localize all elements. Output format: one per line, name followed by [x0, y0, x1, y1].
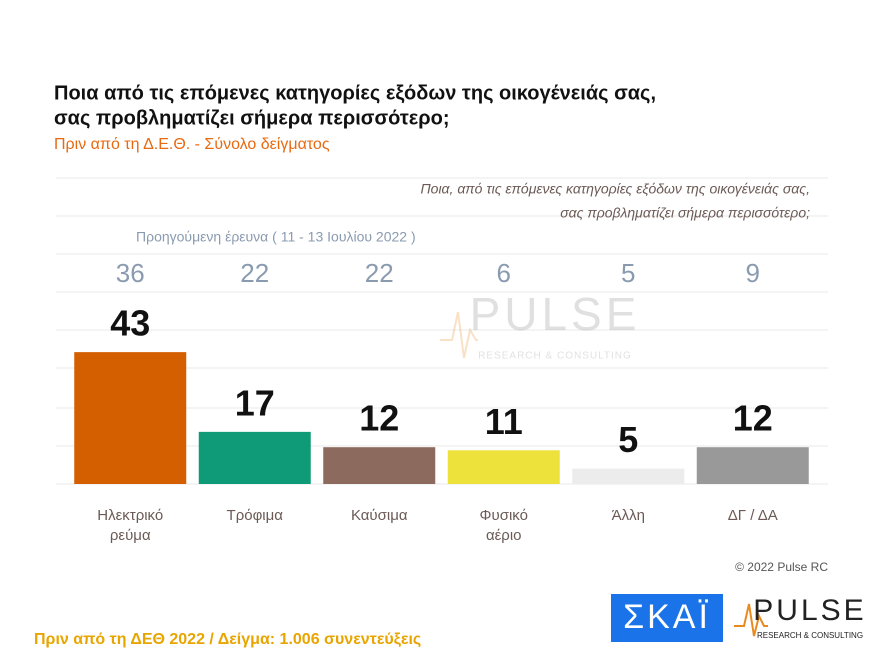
- pulse-logo: PULSE: [753, 594, 866, 627]
- value-label: 12: [359, 398, 399, 439]
- previous-value: 22: [240, 258, 269, 288]
- bar: [696, 447, 809, 484]
- previous-value: 5: [621, 258, 635, 288]
- x-tick-label: αέριο: [486, 527, 522, 544]
- bar: [74, 352, 187, 484]
- value-label: 11: [485, 401, 523, 442]
- value-label: 12: [733, 398, 773, 439]
- x-tick-label: Τρόφιμα: [227, 507, 284, 524]
- subtitle: Πριν από τη Δ.Ε.Θ. - Σύνολο δείγματος: [54, 136, 330, 153]
- watermark-tagline: RESEARCH & CONSULTING: [478, 351, 632, 362]
- value-label: 5: [618, 419, 638, 460]
- title-line: σας προβληματίζει σήμερα περισσότερο;: [54, 107, 450, 129]
- footnote: Πριν από τη ΔΕΘ 2022 / Δείγμα: 1.006 συν…: [34, 631, 421, 648]
- previous-value: 9: [746, 258, 760, 288]
- x-tick-label: Άλλη: [612, 507, 645, 524]
- x-tick-label: Φυσικό: [480, 507, 528, 524]
- title-line: Ποια από τις επόμενες κατηγορίες εξόδων …: [54, 82, 656, 104]
- x-tick-label: Ηλεκτρικό: [97, 507, 163, 524]
- watermark-text: PULSE: [470, 288, 641, 340]
- x-tick-label: ρεύμα: [110, 527, 151, 544]
- bar: [198, 431, 311, 484]
- x-tick-label: Καύσιμα: [351, 507, 408, 524]
- previous-label: Προηγούμενη έρευνα ( 11 - 13 Ιουλίου 202…: [136, 229, 416, 245]
- skai-logo-bg: [611, 594, 723, 642]
- value-label: 17: [235, 382, 275, 423]
- bar: [323, 447, 436, 484]
- copyright: © 2022 Pulse RC: [735, 560, 828, 574]
- watermark: PULSE RESEARCH & CONSULTING: [440, 288, 641, 362]
- pulse-tagline: RESEARCH & CONSULTING: [757, 631, 863, 640]
- x-tick-label: ΔΓ / ΔΑ: [728, 507, 778, 524]
- pulse-icon: [734, 603, 768, 637]
- bar: [447, 450, 560, 484]
- skai-logo: ΣΚΑΪ: [623, 598, 711, 636]
- value-label: 43: [110, 303, 150, 344]
- previous-value: 22: [365, 258, 394, 288]
- previous-value: 6: [497, 258, 511, 288]
- bar: [572, 468, 685, 484]
- question-note: Ποια, από τις επόμενες κατηγορίες εξόδων…: [421, 181, 810, 197]
- question-note: σας προβληματίζει σήμερα περισσότερο;: [560, 205, 810, 221]
- previous-value: 36: [116, 258, 145, 288]
